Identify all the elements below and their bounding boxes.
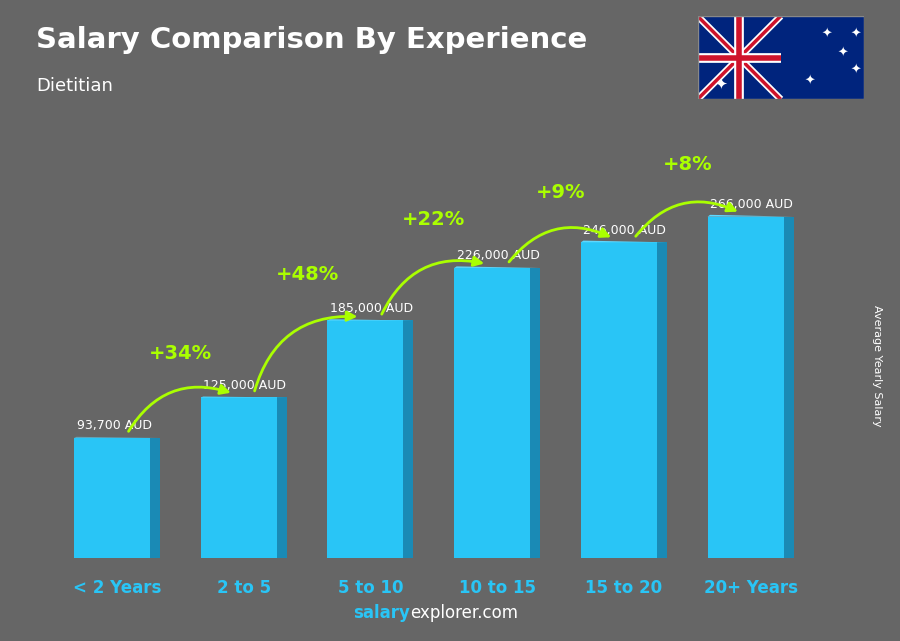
Bar	[454, 268, 530, 558]
Polygon shape	[454, 267, 540, 268]
Text: 10 to 15: 10 to 15	[459, 579, 536, 597]
Text: 246,000 AUD: 246,000 AUD	[583, 224, 666, 237]
Text: +8%: +8%	[662, 155, 712, 174]
Text: Dietitian: Dietitian	[36, 77, 112, 95]
Polygon shape	[403, 320, 413, 558]
Text: Salary Comparison By Experience: Salary Comparison By Experience	[36, 26, 587, 54]
Text: ✦: ✦	[822, 28, 832, 41]
Polygon shape	[580, 240, 667, 242]
Text: 20+ Years: 20+ Years	[704, 579, 797, 597]
Bar	[74, 438, 150, 558]
Text: 93,700 AUD: 93,700 AUD	[76, 419, 151, 432]
Text: < 2 Years: < 2 Years	[73, 579, 161, 597]
Text: ✦: ✦	[838, 47, 849, 60]
Text: 125,000 AUD: 125,000 AUD	[203, 379, 286, 392]
Polygon shape	[277, 397, 287, 558]
Bar	[328, 320, 403, 558]
Text: +34%: +34%	[148, 344, 211, 363]
Bar	[707, 217, 784, 558]
Polygon shape	[657, 242, 667, 558]
Text: +22%: +22%	[402, 210, 465, 229]
Text: 226,000 AUD: 226,000 AUD	[456, 249, 540, 262]
Polygon shape	[530, 268, 540, 558]
Text: salary: salary	[353, 604, 410, 622]
Text: explorer.com: explorer.com	[410, 604, 518, 622]
Text: ✦: ✦	[850, 63, 861, 77]
Text: ✦: ✦	[805, 74, 815, 88]
Text: +9%: +9%	[536, 183, 585, 202]
Text: 5 to 10: 5 to 10	[338, 579, 403, 597]
Bar	[201, 397, 277, 558]
Polygon shape	[74, 437, 160, 438]
Text: ✦: ✦	[715, 77, 727, 92]
Text: 15 to 20: 15 to 20	[585, 579, 662, 597]
Text: 2 to 5: 2 to 5	[217, 579, 271, 597]
Text: 266,000 AUD: 266,000 AUD	[710, 198, 793, 211]
Text: ✦: ✦	[850, 28, 861, 41]
Polygon shape	[328, 319, 413, 320]
Bar	[580, 242, 657, 558]
Polygon shape	[784, 217, 794, 558]
Text: +48%: +48%	[275, 265, 338, 284]
Polygon shape	[707, 215, 794, 217]
Text: Average Yearly Salary: Average Yearly Salary	[872, 304, 883, 426]
Text: 185,000 AUD: 185,000 AUD	[330, 302, 413, 315]
Polygon shape	[150, 438, 160, 558]
